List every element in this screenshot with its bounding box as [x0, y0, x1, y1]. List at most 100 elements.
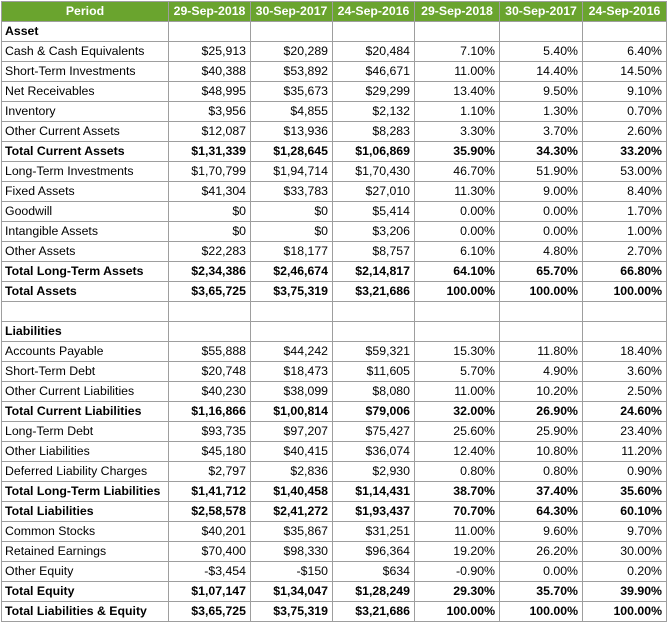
percent-cell: 0.80%: [414, 461, 500, 482]
row-label: Inventory: [1, 101, 169, 122]
table-row: Other Current Liabilities $40,230 $38,099 $…: [1, 381, 667, 402]
percent-cell: 0.00%: [499, 201, 583, 222]
percent-cell: 34.30%: [499, 141, 583, 162]
amount-cell: $3,21,686: [332, 281, 415, 302]
amount-cell: $2,132: [332, 101, 415, 122]
amount-cell: $18,177: [250, 241, 333, 262]
amount-cell: $5,414: [332, 201, 415, 222]
amount-cell: $53,892: [250, 61, 333, 82]
table-row: Fixed Assets $41,304 $33,783 $27,010 11.30% 9…: [1, 181, 667, 202]
row-label: Other Equity: [1, 561, 169, 582]
amount-cell: $1,00,814: [250, 401, 333, 422]
total-row: Total Long-Term Assets $2,34,386 $2,46,674…: [1, 261, 667, 282]
total-row: Total Current Liabilities $1,16,866 $1,00,…: [1, 401, 667, 422]
percent-cell: 25.90%: [499, 421, 583, 442]
total-row: Total Liabilities $2,58,578 $2,41,272 $1,93…: [1, 501, 667, 522]
percent-cell: 53.00%: [582, 161, 667, 182]
percent-cell: 26.90%: [499, 401, 583, 422]
row-label: Other Liabilities: [1, 441, 169, 462]
percent-cell: 30.00%: [582, 541, 667, 562]
amount-cell: $1,40,458: [250, 481, 333, 502]
amount-cell: $1,14,431: [332, 481, 415, 502]
header-row: Period 29-Sep-2018 30-Sep-2017 24-Sep-20…: [1, 1, 667, 22]
amount-cell: $45,180: [168, 441, 251, 462]
amount-cell: $1,31,339: [168, 141, 251, 162]
amount-cell: $59,321: [332, 341, 415, 362]
table-row: Goodwill $0 $0 $5,414 0.00% 0.00% 1.70%: [1, 201, 667, 222]
empty-cell: [250, 321, 333, 342]
percent-cell: 19.20%: [414, 541, 500, 562]
table-row: Inventory $3,956 $4,855 $2,132 1.10% 1.30% 0.7…: [1, 101, 667, 122]
column-header: 29-Sep-2018: [414, 1, 500, 22]
amount-cell: $33,783: [250, 181, 333, 202]
percent-cell: 11.80%: [499, 341, 583, 362]
amount-cell: $2,41,272: [250, 501, 333, 522]
amount-cell: $2,836: [250, 461, 333, 482]
row-label: Long-Term Investments: [1, 161, 169, 182]
percent-cell: 1.10%: [414, 101, 500, 122]
total-row: Total Equity $1,07,147 $1,34,047 $1,28,249 2…: [1, 581, 667, 602]
percent-cell: 60.10%: [582, 501, 667, 522]
percent-cell: 0.00%: [499, 561, 583, 582]
section-title-row: Asset: [1, 21, 667, 42]
percent-cell: 46.70%: [414, 161, 500, 182]
percent-cell: 100.00%: [414, 281, 500, 302]
percent-cell: 64.10%: [414, 261, 500, 282]
percent-cell: 100.00%: [582, 281, 667, 302]
percent-cell: 3.70%: [499, 121, 583, 142]
percent-cell: 9.00%: [499, 181, 583, 202]
amount-cell: $8,283: [332, 121, 415, 142]
table-row: Deferred Liability Charges $2,797 $2,836 $2…: [1, 461, 667, 482]
empty-cell: [168, 301, 251, 322]
empty-cell: [414, 21, 500, 42]
amount-cell: $8,757: [332, 241, 415, 262]
amount-cell: $3,956: [168, 101, 251, 122]
percent-cell: 1.70%: [582, 201, 667, 222]
row-label: Total Current Liabilities: [1, 401, 169, 422]
percent-cell: 3.30%: [414, 121, 500, 142]
row-label: Other Current Liabilities: [1, 381, 169, 402]
amount-cell: $98,330: [250, 541, 333, 562]
table-row: Other Liabilities $45,180 $40,415 $36,074 12…: [1, 441, 667, 462]
amount-cell: $55,888: [168, 341, 251, 362]
amount-cell: $70,400: [168, 541, 251, 562]
amount-cell: $20,289: [250, 41, 333, 62]
percent-cell: 9.60%: [499, 521, 583, 542]
amount-cell: $20,748: [168, 361, 251, 382]
section-title: Asset: [1, 21, 169, 42]
amount-cell: $4,855: [250, 101, 333, 122]
amount-cell: $2,34,386: [168, 261, 251, 282]
percent-cell: 14.40%: [499, 61, 583, 82]
percent-cell: 10.20%: [499, 381, 583, 402]
row-label: Intangible Assets: [1, 221, 169, 242]
percent-cell: 2.60%: [582, 121, 667, 142]
amount-cell: $38,099: [250, 381, 333, 402]
section-title-row: Liabilities: [1, 321, 667, 342]
amount-cell: $634: [332, 561, 415, 582]
percent-cell: 0.70%: [582, 101, 667, 122]
amount-cell: $8,080: [332, 381, 415, 402]
column-header: 24-Sep-2016: [582, 1, 667, 22]
percent-cell: 11.00%: [414, 381, 500, 402]
amount-cell: $2,46,674: [250, 261, 333, 282]
percent-cell: 11.20%: [582, 441, 667, 462]
row-label: Net Receivables: [1, 81, 169, 102]
amount-cell: $1,70,430: [332, 161, 415, 182]
amount-cell: $2,930: [332, 461, 415, 482]
empty-cell: [499, 21, 583, 42]
empty-cell: [582, 301, 667, 322]
row-label: Total Long-Term Assets: [1, 261, 169, 282]
amount-cell: $79,006: [332, 401, 415, 422]
row-label: Other Current Assets: [1, 121, 169, 142]
spacer-row: [1, 301, 667, 322]
percent-cell: 100.00%: [414, 601, 500, 622]
total-row: Total Assets $3,65,725 $3,75,319 $3,21,686 1…: [1, 281, 667, 302]
percent-cell: 25.60%: [414, 421, 500, 442]
empty-cell: [582, 21, 667, 42]
percent-cell: 10.80%: [499, 441, 583, 462]
amount-cell: $3,65,725: [168, 281, 251, 302]
table-row: Intangible Assets $0 $0 $3,206 0.00% 0.00% 1.0…: [1, 221, 667, 242]
percent-cell: 35.70%: [499, 581, 583, 602]
amount-cell: $1,41,712: [168, 481, 251, 502]
empty-cell: [499, 301, 583, 322]
